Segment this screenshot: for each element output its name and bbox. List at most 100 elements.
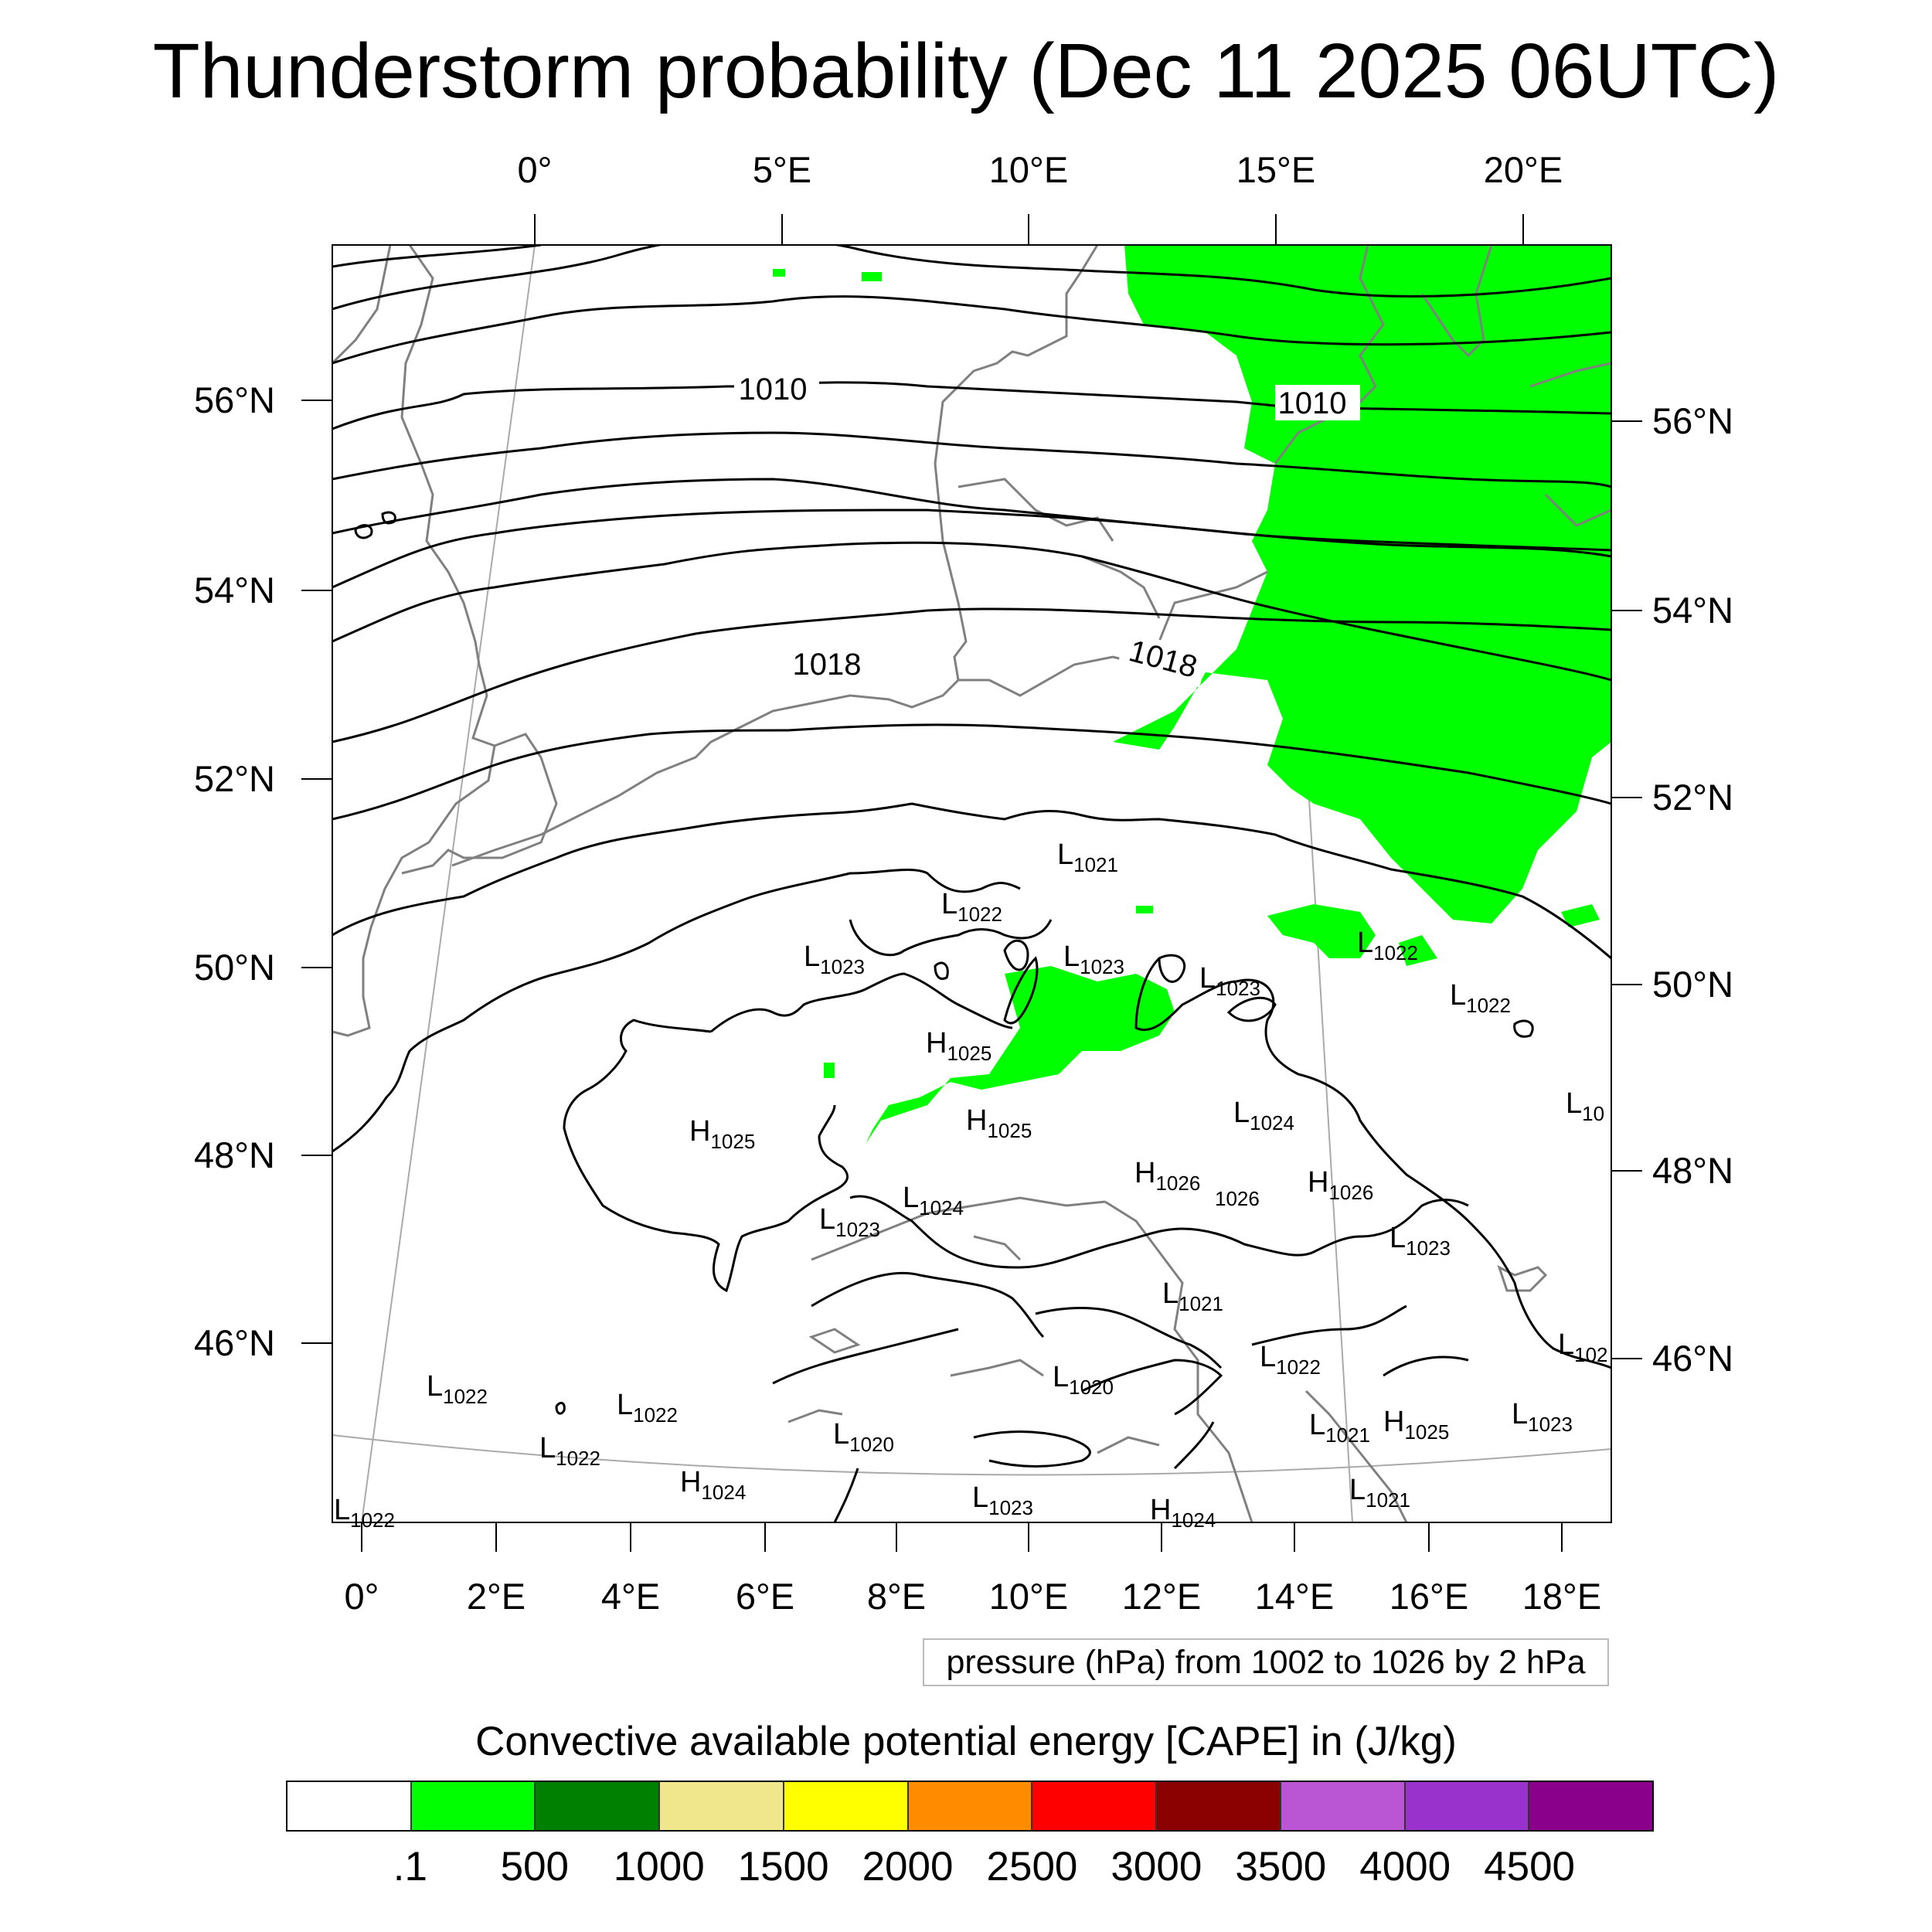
pressure-center: L1021 xyxy=(1162,1277,1223,1315)
bottom-lon-label: 18°E xyxy=(1522,1576,1601,1617)
cape-shading xyxy=(773,245,1611,1144)
bottom-lon-label: 4°E xyxy=(601,1576,660,1617)
left-lat-label: 50°N xyxy=(194,947,275,988)
pressure-center: L1022 xyxy=(941,888,1002,926)
colorbar-tick-labels: .1 500 1000 1500 2000 2500 3000 3500 4000 4500 xyxy=(286,1842,1654,1896)
pressure-center: H1025 xyxy=(1383,1406,1449,1444)
pressure-center: L1022 xyxy=(1450,979,1511,1017)
top-lon-label: 15°E xyxy=(1236,149,1315,190)
colorbar-swatch xyxy=(536,1782,661,1830)
pressure-center: H1026 xyxy=(1308,1166,1373,1204)
pressure-center: L1020 xyxy=(1053,1361,1114,1399)
colorbar-title: Convective available potential energy [C… xyxy=(475,1719,1457,1764)
cape-colorbar xyxy=(286,1781,1654,1832)
top-lon-label: 10°E xyxy=(989,149,1068,190)
pressure-center: H1025 xyxy=(926,1027,992,1065)
colorbar-tick-label: 500 xyxy=(500,1844,570,1889)
bottom-lon-label: 8°E xyxy=(867,1576,926,1617)
pressure-center: L1024 xyxy=(903,1182,964,1219)
pressure-center: H1024 xyxy=(680,1466,746,1504)
right-lat-label: 50°N xyxy=(1652,964,1733,1005)
right-lat-label: 54°N xyxy=(1652,590,1733,631)
left-lat-label: 48°N xyxy=(194,1134,275,1175)
colorbar-tick-label: 3500 xyxy=(1235,1844,1327,1889)
colorbar-swatch xyxy=(784,1782,909,1830)
colorbar-swatch xyxy=(1157,1782,1281,1830)
colorbar-swatch xyxy=(1281,1782,1406,1830)
colorbar-swatch xyxy=(411,1782,536,1830)
pressure-center: L1023 xyxy=(819,1203,880,1241)
colorbar-swatch xyxy=(908,1782,1033,1830)
pressure-centers: L1021 L1022 L1023 L1023 L1023 L1022 L102… xyxy=(334,838,1608,1532)
pressure-center: L1023 xyxy=(1389,1222,1451,1260)
map-frame xyxy=(332,244,1612,1523)
pressure-center: L1023 xyxy=(1512,1398,1573,1436)
bottom-lon-label: 14°E xyxy=(1255,1576,1334,1617)
top-lon-label: 20°E xyxy=(1484,149,1563,190)
pressure-center: L1023 xyxy=(1199,962,1260,1000)
isobar-label: 1010 xyxy=(1278,386,1347,420)
bottom-lon-label: 10°E xyxy=(989,1576,1068,1617)
left-lat-label: 46°N xyxy=(194,1322,275,1363)
pressure-center: H1026 xyxy=(1134,1157,1200,1195)
colorbar-tick-label: 3000 xyxy=(1111,1844,1202,1889)
bottom-lon-label: 16°E xyxy=(1389,1576,1468,1617)
top-longitude-labels: 0° 5°E 10°E 15°E 20°E xyxy=(518,149,1563,190)
left-lat-label: 54°N xyxy=(194,570,275,611)
bottom-lon-label: 2°E xyxy=(467,1576,526,1617)
colorbar-tick-label: 4000 xyxy=(1359,1844,1451,1889)
top-lon-label: 0° xyxy=(518,149,553,190)
bottom-lon-label: 12°E xyxy=(1122,1576,1201,1617)
pressure-center: L1022 xyxy=(1357,927,1418,964)
pressure-contour-note: pressure (hPa) from 1002 to 1026 by 2 hP… xyxy=(923,1638,1609,1686)
top-lon-label: 5°E xyxy=(753,149,811,190)
colorbar-swatch xyxy=(1405,1782,1530,1830)
pressure-center: L1021 xyxy=(1057,838,1118,876)
map-title: Thunderstorm probability (Dec 11 2025 06… xyxy=(152,28,1780,114)
pressure-center: L10 xyxy=(1566,1087,1604,1125)
pressure-center: H1025 xyxy=(966,1104,1032,1142)
pressure-center: L1023 xyxy=(804,940,865,978)
right-lat-label: 48°N xyxy=(1652,1150,1733,1191)
pressure-center: L1023 xyxy=(972,1481,1033,1519)
pressure-center: L1022 xyxy=(539,1432,600,1470)
pressure-center: L1020 xyxy=(833,1418,894,1456)
right-latitude-labels: 56°N 54°N 52°N 50°N 48°N 46°N xyxy=(1652,400,1733,1379)
right-lat-label: 56°N xyxy=(1652,400,1733,441)
isobars xyxy=(332,245,1611,1522)
isobar-label: 1018 xyxy=(793,648,862,682)
colorbar-tick-label: 1500 xyxy=(737,1844,829,1889)
pressure-center: L102 xyxy=(1558,1328,1608,1366)
left-latitude-labels: 56°N 54°N 52°N 50°N 48°N 46°N xyxy=(194,379,275,1363)
colorbar-swatch xyxy=(1529,1782,1653,1830)
pressure-center: L1022 xyxy=(334,1494,395,1532)
isobar-label: 1010 xyxy=(739,372,808,406)
colorbar-swatch xyxy=(1032,1782,1158,1830)
left-lat-label: 56°N xyxy=(194,379,275,420)
pressure-center: L1023 xyxy=(1063,940,1124,978)
left-lat-label: 52°N xyxy=(194,758,275,799)
colorbar-tick-label: 2000 xyxy=(862,1844,954,1889)
pressure-center: L1024 xyxy=(1233,1097,1294,1134)
colorbar-tick-label: .1 xyxy=(393,1844,428,1889)
colorbar-swatch xyxy=(287,1782,412,1830)
pressure-center: H1024 xyxy=(1150,1494,1216,1532)
right-lat-label: 52°N xyxy=(1652,777,1733,818)
pressure-center: L1022 xyxy=(1260,1341,1321,1379)
bottom-longitude-labels: 0° 2°E 4°E 6°E 8°E 10°E 12°E 14°E 16°E 1… xyxy=(345,1576,1602,1617)
colorbar-tick-label: 1000 xyxy=(613,1844,705,1889)
colorbar-tick-label: 2500 xyxy=(986,1844,1078,1889)
pressure-center: H1025 xyxy=(689,1115,755,1153)
pressure-center: L1022 xyxy=(617,1389,678,1427)
pressure-center: L1022 xyxy=(427,1370,488,1408)
bottom-lon-label: 0° xyxy=(345,1576,379,1617)
pressure-center: L1021 xyxy=(1349,1474,1410,1512)
right-lat-label: 46°N xyxy=(1652,1338,1733,1379)
bottom-lon-label: 6°E xyxy=(736,1576,794,1617)
pressure-center: L1021 xyxy=(1309,1409,1370,1447)
tick-marks xyxy=(301,214,1642,1552)
colorbar-swatch xyxy=(660,1782,784,1830)
colorbar-tick-label: 4500 xyxy=(1484,1844,1576,1889)
pressure-center: 1026 xyxy=(1215,1187,1260,1210)
